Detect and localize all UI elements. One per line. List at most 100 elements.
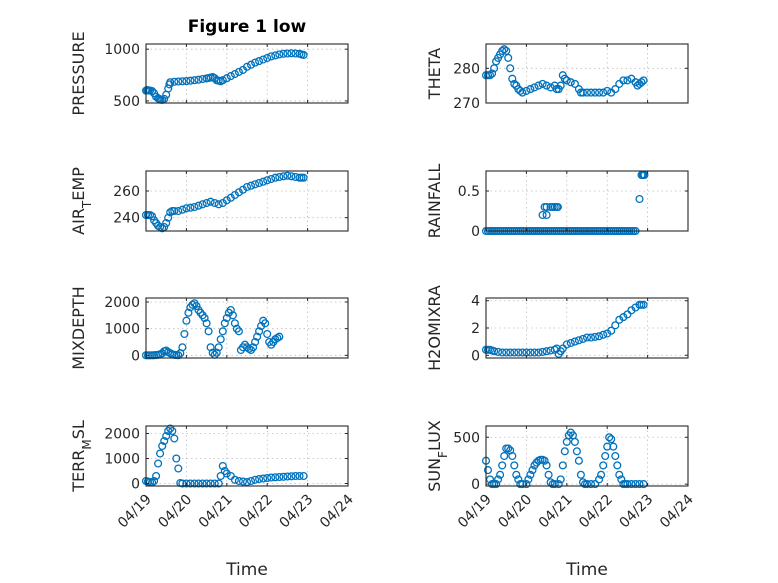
data-point xyxy=(230,69,239,79)
data-point xyxy=(611,321,620,330)
data-point xyxy=(572,447,581,456)
data-point xyxy=(544,470,553,479)
data-point xyxy=(601,451,610,461)
data-point xyxy=(152,471,161,481)
data-point xyxy=(160,222,169,232)
data-point xyxy=(538,347,547,356)
y-tick-label: 0 xyxy=(131,477,140,493)
data-point xyxy=(273,333,282,343)
data-point xyxy=(640,170,649,180)
data-point xyxy=(490,347,499,356)
data-point xyxy=(206,197,215,206)
y-tick-label: 0 xyxy=(471,224,480,240)
data-point xyxy=(603,86,612,95)
data-point xyxy=(528,466,537,475)
data-point xyxy=(210,479,219,488)
data-point xyxy=(202,198,211,208)
data-point xyxy=(194,201,203,210)
y-tick-label: 2 xyxy=(471,321,480,337)
data-point xyxy=(526,348,535,357)
data-point xyxy=(299,173,308,182)
y-tick-label: 500 xyxy=(113,94,140,110)
data-point xyxy=(216,335,225,344)
data-point xyxy=(170,77,179,86)
data-point xyxy=(255,327,264,336)
data-point xyxy=(182,204,191,213)
data-point xyxy=(502,46,511,55)
data-point xyxy=(639,480,648,489)
y-tick-label: 270 xyxy=(453,96,480,112)
data-point xyxy=(279,49,288,58)
y-axis-label: PRESSURE xyxy=(69,31,88,115)
data-point xyxy=(162,431,171,441)
data-point xyxy=(623,76,632,85)
data-point xyxy=(542,210,551,220)
data-point xyxy=(599,88,608,97)
data-point xyxy=(510,461,519,470)
subplot-5: 0 2 4 H2OMIXRA xyxy=(425,285,689,371)
subplot-1: 270 280 THETA xyxy=(425,43,689,112)
data-point xyxy=(291,49,300,58)
data-point xyxy=(508,451,517,461)
data-point xyxy=(566,338,575,348)
data-point xyxy=(267,52,276,61)
data-point xyxy=(259,474,268,483)
data-point xyxy=(599,461,608,470)
data-point xyxy=(510,79,519,88)
data-point xyxy=(170,434,179,443)
data-point xyxy=(226,305,235,315)
data-point xyxy=(261,319,270,328)
y-axis-label: MIXDEPTH xyxy=(69,286,88,369)
data-point xyxy=(595,332,604,341)
data-point xyxy=(178,479,187,488)
data-point xyxy=(496,470,505,479)
data-point xyxy=(483,466,493,475)
data-point xyxy=(514,475,523,484)
data-point xyxy=(500,45,509,54)
y-tick-label: 1000 xyxy=(104,452,140,468)
data-point xyxy=(220,466,229,476)
data-point xyxy=(522,480,531,489)
subplot-3: 0 0.5 RAINFALL xyxy=(425,164,689,240)
chart-title: Figure 1 low xyxy=(188,17,307,37)
data-point xyxy=(586,333,596,342)
data-point xyxy=(287,49,296,58)
data-point xyxy=(172,454,181,463)
data-point xyxy=(526,470,535,479)
data-point xyxy=(206,343,215,352)
y-tick-label: 260 xyxy=(113,184,140,200)
data-point xyxy=(194,479,203,488)
data-point xyxy=(498,461,507,470)
y-axis-label: RAINFALL xyxy=(425,164,444,239)
data-point xyxy=(192,301,201,311)
data-point xyxy=(249,343,258,352)
data-point xyxy=(512,470,521,479)
data-point xyxy=(214,200,223,209)
data-point xyxy=(582,480,592,489)
axes-box xyxy=(485,170,689,232)
data-point xyxy=(607,326,616,335)
data-point xyxy=(200,313,209,323)
data-point xyxy=(234,327,243,336)
data-point xyxy=(615,470,624,479)
data-point xyxy=(291,471,300,481)
x-tick-label: 04/19 xyxy=(115,492,155,532)
data-point xyxy=(251,58,260,67)
data-point xyxy=(238,185,248,194)
data-point xyxy=(570,437,579,446)
data-point xyxy=(508,74,517,83)
data-point xyxy=(623,310,632,319)
axes-box xyxy=(145,425,349,487)
data-point xyxy=(526,85,535,94)
data-point xyxy=(556,475,565,484)
data-point xyxy=(597,470,606,479)
y-tick-label: 0 xyxy=(131,348,140,364)
axes-box xyxy=(485,43,689,104)
data-point xyxy=(494,347,503,356)
data-point xyxy=(570,79,579,88)
y-tick-label: 0 xyxy=(471,348,480,364)
data-point xyxy=(182,479,191,488)
data-point xyxy=(524,475,533,484)
data-point xyxy=(210,198,219,208)
data-point xyxy=(619,313,628,322)
